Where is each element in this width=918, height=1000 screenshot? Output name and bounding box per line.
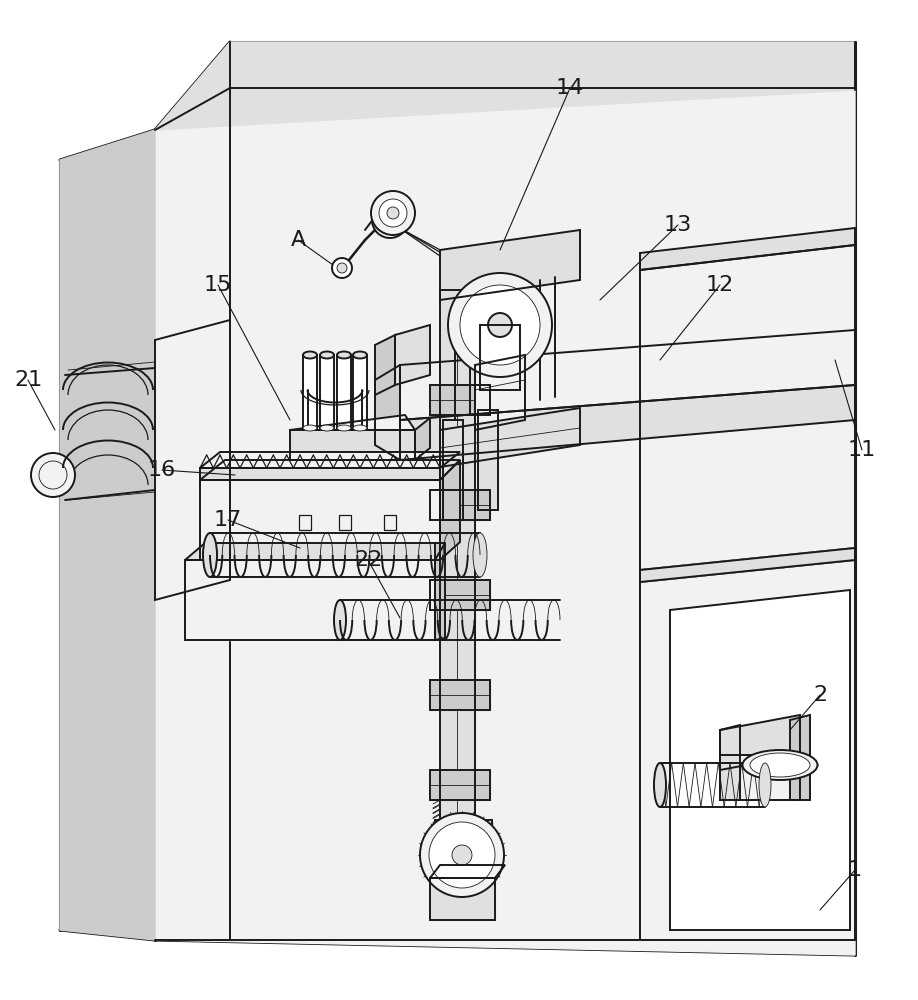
Polygon shape [290, 430, 415, 460]
Polygon shape [640, 548, 855, 582]
Text: 16: 16 [148, 460, 176, 480]
Polygon shape [640, 228, 855, 270]
Polygon shape [200, 452, 460, 468]
Ellipse shape [337, 352, 351, 359]
Text: 17: 17 [214, 510, 242, 530]
Polygon shape [430, 770, 490, 800]
Ellipse shape [320, 425, 334, 431]
Polygon shape [337, 355, 351, 428]
Ellipse shape [353, 425, 367, 431]
Text: 12: 12 [706, 275, 734, 295]
Polygon shape [640, 245, 855, 940]
Ellipse shape [303, 425, 317, 431]
Polygon shape [303, 355, 317, 428]
Polygon shape [480, 325, 520, 390]
Circle shape [452, 845, 472, 865]
Circle shape [379, 199, 407, 227]
Polygon shape [185, 560, 435, 640]
Polygon shape [440, 460, 460, 560]
Text: 1: 1 [848, 860, 862, 880]
Polygon shape [299, 515, 311, 530]
Polygon shape [339, 515, 351, 530]
Polygon shape [155, 90, 855, 955]
Polygon shape [155, 42, 855, 130]
Text: 11: 11 [848, 440, 876, 460]
Circle shape [371, 191, 415, 235]
Polygon shape [400, 385, 855, 460]
Polygon shape [155, 320, 230, 600]
Ellipse shape [303, 352, 317, 359]
Polygon shape [440, 408, 580, 467]
Text: 21: 21 [14, 370, 42, 390]
Polygon shape [475, 355, 525, 430]
Polygon shape [720, 755, 800, 800]
Polygon shape [720, 715, 800, 770]
Ellipse shape [320, 352, 334, 359]
Polygon shape [430, 580, 490, 610]
Polygon shape [430, 490, 490, 520]
Ellipse shape [654, 763, 666, 807]
Text: 2: 2 [813, 685, 827, 705]
Ellipse shape [334, 600, 346, 640]
Ellipse shape [353, 352, 367, 359]
Polygon shape [435, 820, 492, 878]
Polygon shape [440, 230, 580, 300]
Circle shape [448, 273, 552, 377]
Circle shape [420, 813, 504, 897]
Circle shape [31, 453, 75, 497]
Polygon shape [395, 325, 430, 385]
Polygon shape [384, 515, 396, 530]
Polygon shape [670, 590, 850, 930]
Circle shape [488, 313, 512, 337]
Ellipse shape [203, 533, 217, 577]
Polygon shape [200, 480, 440, 560]
Polygon shape [400, 330, 855, 420]
Circle shape [372, 202, 408, 238]
Polygon shape [375, 335, 395, 395]
Polygon shape [790, 715, 810, 800]
Circle shape [429, 822, 495, 888]
Polygon shape [375, 365, 400, 460]
Text: 14: 14 [556, 78, 584, 98]
Text: 15: 15 [204, 275, 232, 295]
Polygon shape [60, 130, 155, 940]
Polygon shape [478, 410, 498, 510]
Polygon shape [200, 468, 440, 480]
Circle shape [332, 258, 352, 278]
Ellipse shape [473, 533, 487, 577]
Circle shape [387, 207, 399, 219]
Polygon shape [320, 355, 334, 428]
Text: 22: 22 [353, 550, 382, 570]
Polygon shape [443, 420, 463, 520]
Circle shape [460, 285, 540, 365]
Ellipse shape [759, 763, 771, 807]
Ellipse shape [750, 753, 810, 777]
Polygon shape [720, 725, 740, 800]
Circle shape [379, 209, 401, 231]
Polygon shape [185, 543, 445, 560]
Polygon shape [430, 865, 505, 878]
Text: 13: 13 [664, 215, 692, 235]
Ellipse shape [743, 750, 818, 780]
Polygon shape [435, 543, 445, 640]
Polygon shape [430, 680, 490, 710]
Polygon shape [415, 418, 430, 460]
Circle shape [337, 263, 347, 273]
Polygon shape [353, 355, 367, 428]
Polygon shape [200, 460, 460, 480]
Polygon shape [290, 415, 415, 430]
Text: A: A [290, 230, 306, 250]
Polygon shape [440, 290, 475, 880]
Polygon shape [430, 878, 495, 920]
Polygon shape [430, 385, 490, 415]
Ellipse shape [337, 425, 351, 431]
